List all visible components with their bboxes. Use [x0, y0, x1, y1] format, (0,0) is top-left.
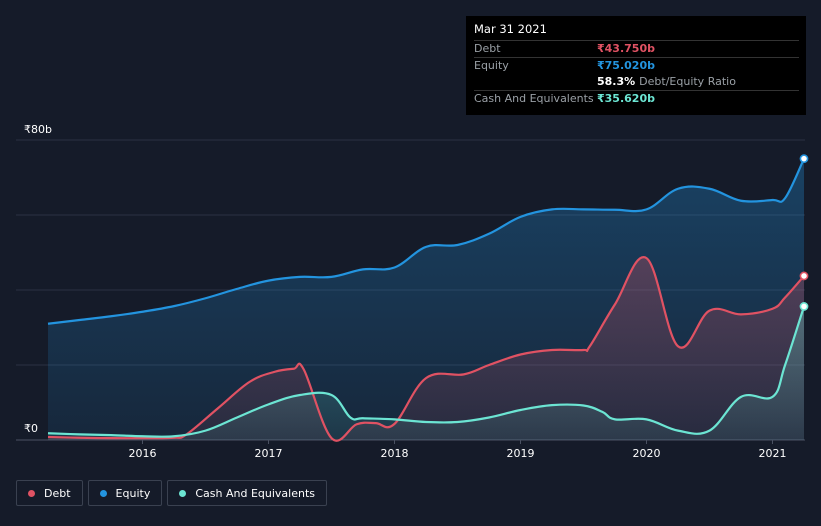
y-tick-label-0: ₹0 [24, 422, 38, 435]
tooltip-debt-label: Debt [474, 42, 501, 55]
legend-label-debt: Debt [44, 486, 71, 500]
tooltip-debt-value: ₹43.750b [597, 42, 655, 55]
cash-area [48, 306, 804, 440]
x-tick-label-2021: 2021 [759, 447, 787, 460]
tooltip-equity-label: Equity [474, 59, 509, 72]
data-tooltip: Mar 31 2021 Debt ₹43.750b Equity ₹75.020… [466, 16, 806, 115]
tooltip-equity-row: Equity ₹75.020b [474, 57, 799, 74]
x-tick-label-2017: 2017 [255, 447, 283, 460]
tooltip-ratio-row: 58.3% Debt/Equity Ratio [474, 74, 799, 90]
legend-item-cash[interactable]: Cash And Equivalents [167, 480, 327, 506]
debt-dot-icon [28, 489, 35, 497]
cash-end-point [799, 302, 809, 311]
tooltip-cash-label: Cash And Equivalents [474, 92, 594, 105]
debt-end-point [799, 271, 809, 281]
legend-item-debt[interactable]: Debt [16, 480, 83, 506]
tooltip-ratio-label: Debt/Equity Ratio [639, 75, 736, 88]
x-tick-label-2018: 2018 [381, 447, 409, 460]
tooltip-ratio-value: 58.3% [597, 75, 636, 88]
chart-legend: Debt Equity Cash And Equivalents [16, 480, 327, 506]
equity-dot-icon [99, 489, 107, 497]
x-tick-label-2019: 2019 [507, 447, 535, 460]
y-tick-label-80: ₹80b [24, 123, 52, 136]
equity-end-point [799, 154, 809, 164]
x-tick-label-2016: 2016 [129, 447, 157, 460]
tooltip-cash-row: Cash And Equivalents ₹35.620b [474, 90, 799, 107]
tooltip-date: Mar 31 2021 [474, 22, 547, 36]
legend-label-equity: Equity [115, 486, 151, 500]
legend-item-equity[interactable]: Equity [87, 480, 163, 506]
tooltip-equity-value: ₹75.020b [597, 59, 655, 72]
cash-line [47, 306, 806, 438]
x-tick-label-2020: 2020 [633, 447, 661, 460]
legend-label-cash: Cash And Equivalents [195, 486, 315, 500]
debt-area [48, 257, 804, 441]
tooltip-debt-row: Debt ₹43.750b [474, 40, 799, 57]
cash-dot-icon [179, 489, 187, 497]
equity-line [47, 158, 805, 325]
tooltip-cash-value: ₹35.620b [597, 92, 655, 105]
